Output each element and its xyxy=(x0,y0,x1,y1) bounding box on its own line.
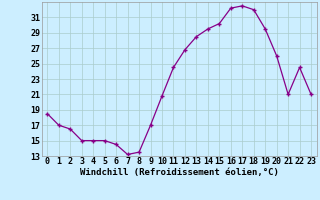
X-axis label: Windchill (Refroidissement éolien,°C): Windchill (Refroidissement éolien,°C) xyxy=(80,168,279,177)
